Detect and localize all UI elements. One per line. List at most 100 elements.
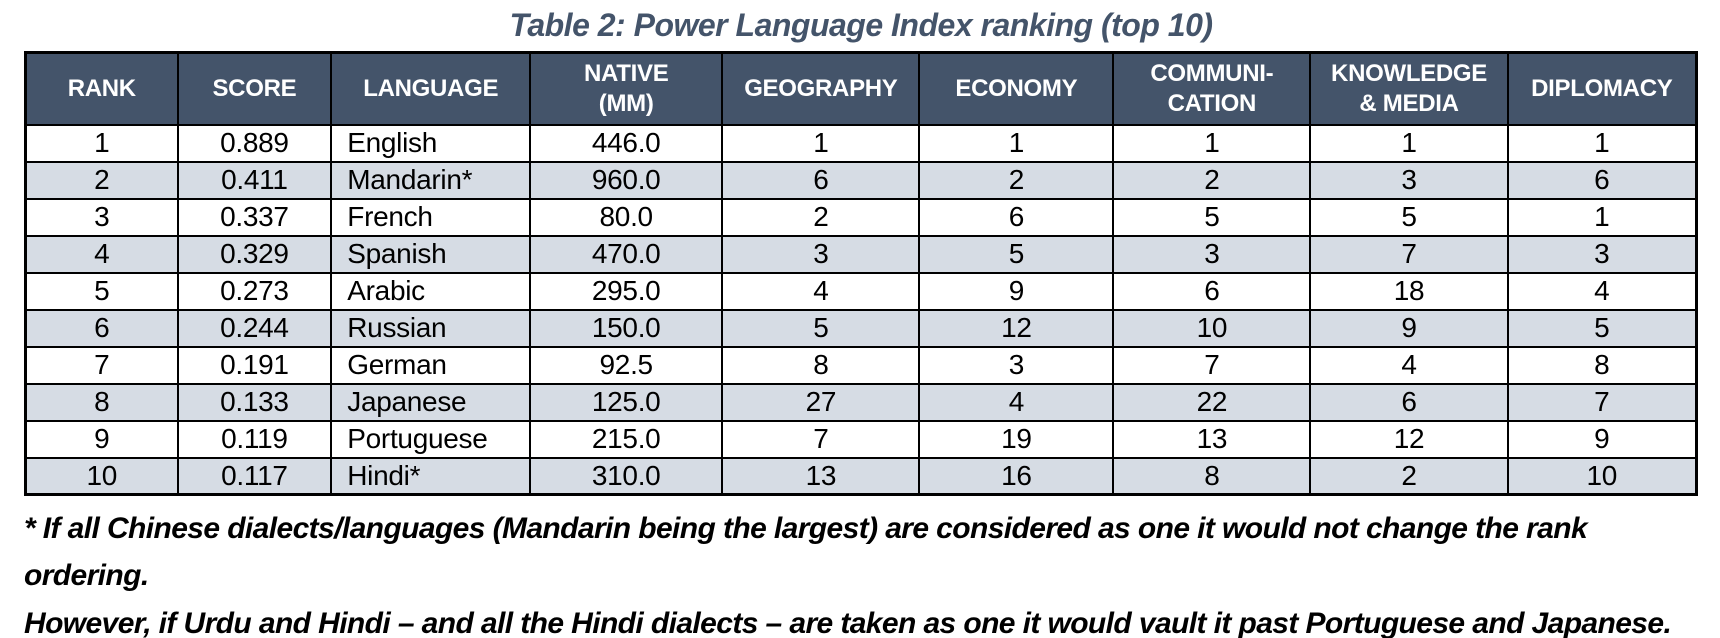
cell-score: 0.889	[176, 123, 333, 163]
cell-knowledge_media: 7	[1309, 234, 1509, 274]
table-row: 7 0.191 German 92.5 8 3 7 4 8	[24, 345, 1698, 385]
cell-economy: 12	[918, 308, 1115, 348]
header-row: RANK SCORE LANGUAGE NATIVE (MM) GEOGRAPHY ECO…	[24, 51, 1698, 126]
cell-geography: 3	[721, 234, 921, 274]
cell-rank: 9	[24, 419, 179, 459]
cell-geography: 13	[721, 456, 921, 496]
cell-native_mm: 215.0	[529, 419, 724, 459]
table-body: 1 0.889 English 446.0 1 1 1 1 1 2 0.411 Mandarin* 96…	[24, 123, 1698, 496]
cell-economy: 16	[918, 456, 1115, 496]
table-row: 9 0.119 Portuguese 215.0 7 19 13 12 9	[24, 419, 1698, 459]
cell-diplomacy: 5	[1506, 308, 1698, 348]
cell-language: Arabic	[330, 271, 532, 311]
cell-native_mm: 125.0	[529, 382, 724, 422]
column-header-rank: RANK	[24, 51, 179, 126]
cell-score: 0.119	[176, 419, 333, 459]
cell-communication: 5	[1112, 197, 1312, 237]
cell-rank: 6	[24, 308, 179, 348]
cell-score: 0.133	[176, 382, 333, 422]
cell-diplomacy: 8	[1506, 345, 1698, 385]
cell-knowledge_media: 2	[1309, 456, 1509, 496]
cell-rank: 5	[24, 271, 179, 311]
cell-geography: 6	[721, 160, 921, 200]
cell-geography: 4	[721, 271, 921, 311]
table-caption: Table 2: Power Language Index ranking (t…	[509, 7, 1213, 43]
cell-native_mm: 310.0	[529, 456, 724, 496]
table-row: 6 0.244 Russian 150.0 5 12 10 9 5	[24, 308, 1698, 348]
cell-geography: 7	[721, 419, 921, 459]
cell-economy: 2	[918, 160, 1115, 200]
cell-geography: 5	[721, 308, 921, 348]
cell-geography: 27	[721, 382, 921, 422]
cell-diplomacy: 1	[1506, 123, 1698, 163]
cell-score: 0.411	[176, 160, 333, 200]
table-row: 10 0.117 Hindi* 310.0 13 16 8 2 10	[24, 456, 1698, 496]
cell-diplomacy: 6	[1506, 160, 1698, 200]
cell-native_mm: 960.0	[529, 160, 724, 200]
table-footnote: * If all Chinese dialects/languages (Man…	[24, 505, 1698, 638]
cell-score: 0.244	[176, 308, 333, 348]
cell-economy: 4	[918, 382, 1115, 422]
cell-knowledge_media: 6	[1309, 382, 1509, 422]
table-row: 3 0.337 French 80.0 2 6 5 5 1	[24, 197, 1698, 237]
cell-native_mm: 92.5	[529, 345, 724, 385]
cell-diplomacy: 3	[1506, 234, 1698, 274]
cell-diplomacy: 10	[1506, 456, 1698, 496]
cell-score: 0.329	[176, 234, 333, 274]
table-row: 2 0.411 Mandarin* 960.0 6 2 2 3 6	[24, 160, 1698, 200]
column-header-geography: GEOGRAPHY	[721, 51, 921, 126]
cell-score: 0.117	[176, 456, 333, 496]
table-row: 8 0.133 Japanese 125.0 27 4 22 6 7	[24, 382, 1698, 422]
cell-language: Russian	[330, 308, 532, 348]
cell-communication: 8	[1112, 456, 1312, 496]
column-header-economy: ECONOMY	[918, 51, 1115, 126]
cell-language: English	[330, 123, 532, 163]
table-row: 5 0.273 Arabic 295.0 4 9 6 18 4	[24, 271, 1698, 311]
cell-language: German	[330, 345, 532, 385]
column-header-language: LANGUAGE	[330, 51, 532, 126]
cell-rank: 1	[24, 123, 179, 163]
cell-communication: 13	[1112, 419, 1312, 459]
cell-language: Mandarin*	[330, 160, 532, 200]
cell-geography: 2	[721, 197, 921, 237]
cell-language: Spanish	[330, 234, 532, 274]
column-header-knowledge_media: KNOWLEDGE & MEDIA	[1309, 51, 1509, 126]
cell-knowledge_media: 4	[1309, 345, 1509, 385]
footnote-line-1: * If all Chinese dialects/languages (Man…	[24, 512, 1588, 593]
cell-communication: 22	[1112, 382, 1312, 422]
cell-economy: 1	[918, 123, 1115, 163]
cell-diplomacy: 1	[1506, 197, 1698, 237]
cell-rank: 4	[24, 234, 179, 274]
cell-score: 0.273	[176, 271, 333, 311]
cell-rank: 3	[24, 197, 179, 237]
table-row: 1 0.889 English 446.0 1 1 1 1 1	[24, 123, 1698, 163]
cell-rank: 10	[24, 456, 179, 496]
table-row: 4 0.329 Spanish 470.0 3 5 3 7 3	[24, 234, 1698, 274]
cell-diplomacy: 4	[1506, 271, 1698, 311]
cell-communication: 7	[1112, 345, 1312, 385]
cell-economy: 9	[918, 271, 1115, 311]
cell-knowledge_media: 3	[1309, 160, 1509, 200]
cell-knowledge_media: 9	[1309, 308, 1509, 348]
cell-communication: 1	[1112, 123, 1312, 163]
column-header-diplomacy: DIPLOMACY	[1506, 51, 1698, 126]
cell-diplomacy: 9	[1506, 419, 1698, 459]
cell-communication: 3	[1112, 234, 1312, 274]
cell-knowledge_media: 5	[1309, 197, 1509, 237]
column-header-native_mm: NATIVE (MM)	[529, 51, 724, 126]
footnote-line-2: However, if Urdu and Hindi – and all the…	[24, 606, 1672, 638]
cell-native_mm: 295.0	[529, 271, 724, 311]
cell-rank: 8	[24, 382, 179, 422]
cell-native_mm: 80.0	[529, 197, 724, 237]
cell-economy: 6	[918, 197, 1115, 237]
cell-rank: 2	[24, 160, 179, 200]
cell-native_mm: 470.0	[529, 234, 724, 274]
cell-score: 0.191	[176, 345, 333, 385]
cell-rank: 7	[24, 345, 179, 385]
cell-communication: 2	[1112, 160, 1312, 200]
cell-economy: 3	[918, 345, 1115, 385]
cell-geography: 8	[721, 345, 921, 385]
cell-knowledge_media: 12	[1309, 419, 1509, 459]
table-header: RANK SCORE LANGUAGE NATIVE (MM) GEOGRAPHY ECO…	[24, 51, 1698, 126]
